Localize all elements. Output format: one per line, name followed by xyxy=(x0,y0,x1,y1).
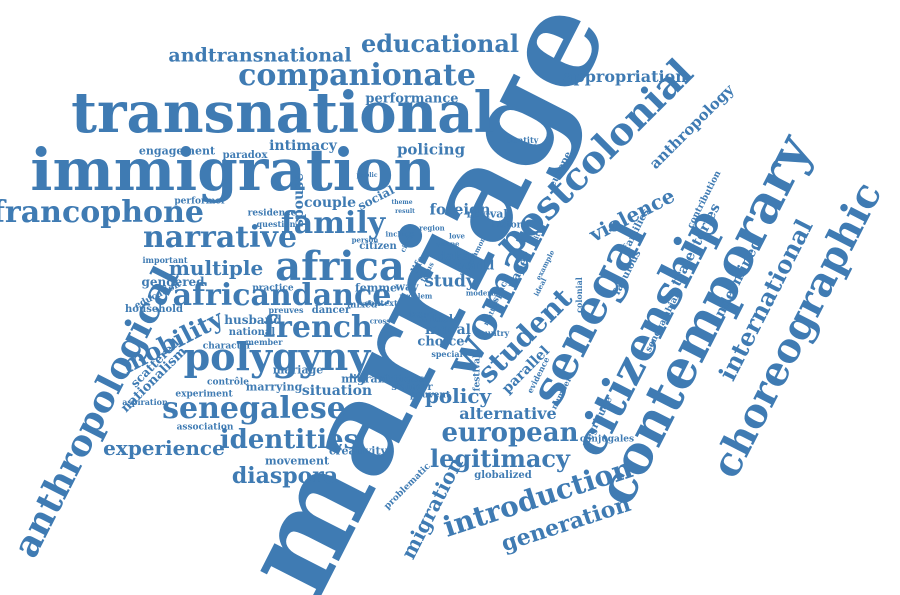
word-world: world xyxy=(453,258,495,274)
word-globalized: globalized xyxy=(474,470,532,481)
word-dancer: dancer xyxy=(311,305,351,316)
word-legitimacy: legitimacy xyxy=(430,444,570,473)
word-way: way xyxy=(395,280,419,294)
word-revival: revival xyxy=(466,207,508,221)
word-important: important xyxy=(142,255,188,265)
word-household: household xyxy=(125,304,183,315)
word-francophone: francophone xyxy=(0,195,204,230)
word-practice: practice xyxy=(252,283,294,294)
word-national: national xyxy=(228,327,276,338)
word-marrying: marrying xyxy=(245,380,303,394)
word-alternative: alternative xyxy=(459,404,557,423)
word-andtransnational: andtransnational xyxy=(168,44,352,67)
word-article: article xyxy=(419,312,461,326)
word-controle: contrôle xyxy=(206,377,250,388)
word-transnational: transnational xyxy=(71,80,495,146)
word-foreign: foreign xyxy=(429,200,491,219)
word-immigration: immigration xyxy=(30,136,436,204)
word-study: study xyxy=(424,271,476,292)
word-question: question xyxy=(256,219,296,229)
word-issue: issue xyxy=(408,310,434,321)
word-experience: experience xyxy=(103,436,225,460)
word-dakar: dakar xyxy=(437,249,477,263)
word-modern: modern xyxy=(465,288,497,298)
word-love: love xyxy=(449,231,465,241)
word-polygyny: polygyny xyxy=(183,334,371,379)
word-european: european xyxy=(441,418,579,448)
word-situation: situation xyxy=(301,383,373,399)
word-movement: movement xyxy=(264,454,330,468)
word-region: region xyxy=(419,223,445,233)
word-peuvent: peuvent xyxy=(409,390,451,401)
word-result: result xyxy=(395,208,415,215)
word-public: public xyxy=(356,172,378,179)
word-mixed: mixed xyxy=(346,300,378,311)
word-theme: theme xyxy=(391,199,413,206)
word-appropriation: appropriation xyxy=(563,67,687,86)
word-special: special xyxy=(431,349,463,359)
word-colonial: colonial xyxy=(574,277,584,313)
word-country: country xyxy=(474,328,510,338)
word-educational: educational xyxy=(361,29,519,58)
word-shape: shape xyxy=(436,239,460,249)
word-companionate: companionate xyxy=(238,58,476,93)
word-performer: performer xyxy=(174,196,226,207)
word-performance: performance xyxy=(365,91,459,107)
word-husband: husband xyxy=(224,313,282,327)
word-character: character xyxy=(202,341,252,352)
word-mariage: mariage xyxy=(272,363,324,377)
word-multiple: multiple xyxy=(168,256,264,280)
word-policy: policy xyxy=(424,384,492,408)
word-policing: policing xyxy=(396,140,466,159)
word-femme: femme xyxy=(354,281,398,295)
word-choice: choice xyxy=(417,334,465,350)
word-cross: cross xyxy=(369,316,391,326)
word-gendered: gendered xyxy=(141,275,205,289)
word-creativity: creativity xyxy=(329,444,387,458)
word-family: family xyxy=(280,206,386,241)
word-narrative: narrative xyxy=(142,220,298,255)
word-citizen: citizen xyxy=(359,241,397,252)
word-experiment: experiment xyxy=(175,389,233,400)
word-identity: identity xyxy=(503,135,539,145)
word-history: history xyxy=(491,220,527,231)
word-french: french xyxy=(263,310,373,345)
word-identities: identities xyxy=(219,425,359,455)
word-intimacy: intimacy xyxy=(269,138,337,154)
word-paradox: paradox xyxy=(222,150,268,161)
word-include: include xyxy=(385,229,415,239)
word-couple: couple xyxy=(303,195,357,211)
word-s-aimer: s'aimer xyxy=(391,382,433,393)
word-aspiration: aspiration xyxy=(122,397,168,407)
word-problem: problem xyxy=(399,291,433,301)
word-context: context xyxy=(364,298,398,308)
word-migrant: migrant xyxy=(341,372,391,386)
word-diaspora: diaspora xyxy=(231,463,339,489)
word-residence: residence xyxy=(247,208,297,219)
word-engagement: engagement xyxy=(138,144,216,158)
word-member: member xyxy=(245,337,283,347)
word-victimes: victimes xyxy=(377,374,425,385)
word-person: person xyxy=(351,235,379,245)
word-preuves: preuves xyxy=(268,305,304,315)
word-africa: africa xyxy=(275,243,405,290)
word-senegalese: senegalese xyxy=(162,391,346,426)
word-festival: festival xyxy=(472,354,483,392)
word-africandance: africandance xyxy=(172,278,392,313)
word-moral: moral xyxy=(425,322,471,338)
word-conjugales: conjugales xyxy=(579,434,635,445)
word-association: association xyxy=(176,422,234,433)
